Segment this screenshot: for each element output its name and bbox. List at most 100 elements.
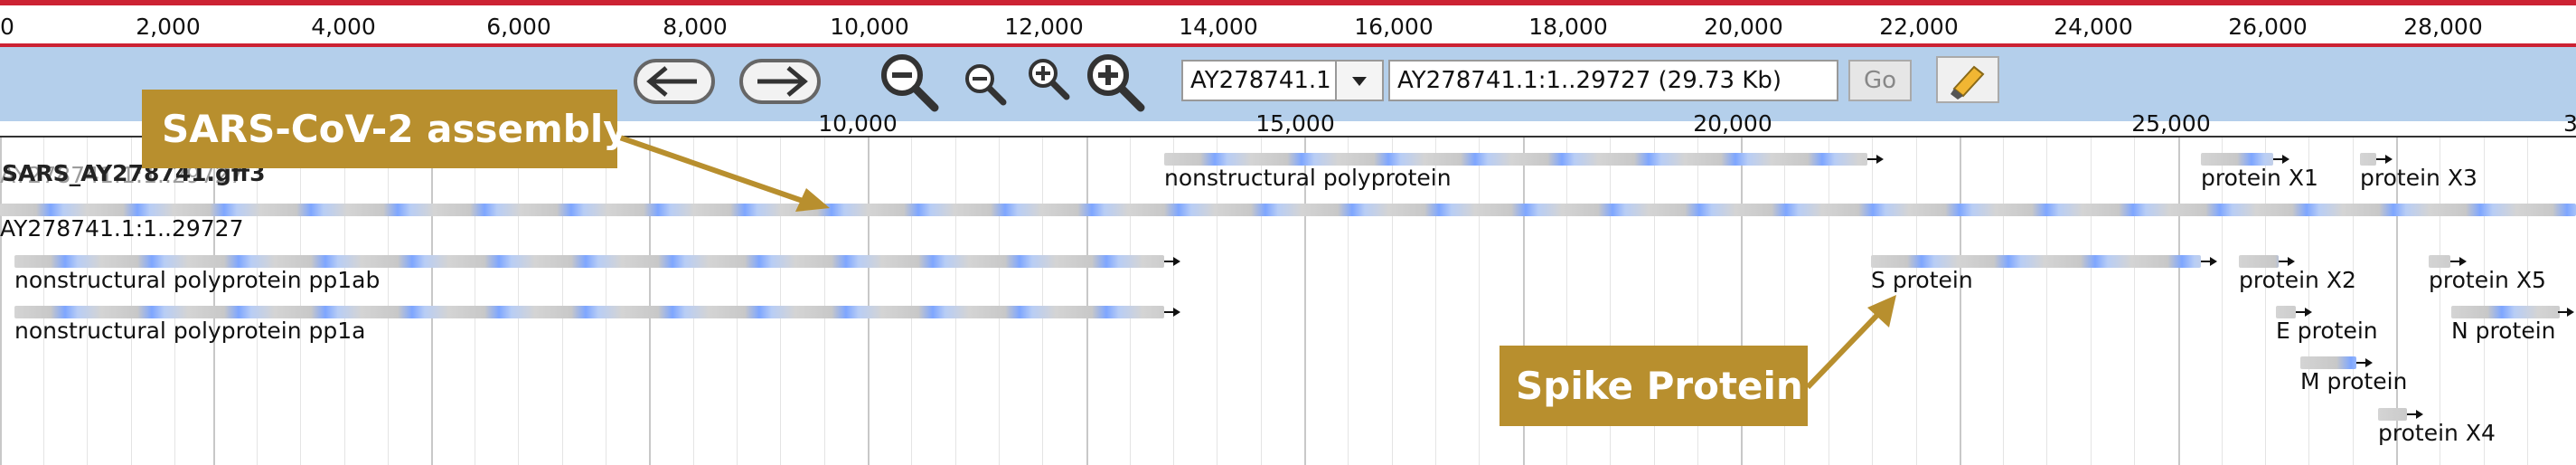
callout-spike-protein: Spike Protein <box>1500 346 1808 426</box>
overview-label: 28,000 <box>2403 14 2483 40</box>
feature-label: nonstructural polyprotein pp1a <box>14 318 366 344</box>
grid-line <box>1872 138 1873 465</box>
grid-line <box>87 138 88 465</box>
overview-label: 10,000 <box>830 14 909 40</box>
grid-line <box>431 138 433 465</box>
overview-label: 14,000 <box>1179 14 1258 40</box>
zoom-in-icon <box>1029 59 1070 100</box>
callout-arrow-line <box>1805 309 1883 390</box>
overview-label: 22,000 <box>1879 14 1959 40</box>
overview-label: 6,000 <box>486 14 551 40</box>
grid-line <box>1960 138 1961 465</box>
grid-line <box>2003 138 2004 465</box>
overview-label: 2,000 <box>136 14 201 40</box>
reference-dropdown-button[interactable] <box>1335 60 1384 101</box>
go-button[interactable]: Go <box>1848 60 1912 101</box>
arrow-left-icon <box>646 66 697 97</box>
location-input[interactable]: AY278741.1:1..29727 (29.73 Kb) <box>1388 60 1838 101</box>
pan-right-button[interactable] <box>739 59 821 104</box>
grid-line <box>1741 138 1743 465</box>
feature-n-protein[interactable] <box>2451 306 2560 318</box>
zoom-in-small-button[interactable] <box>1025 55 1072 106</box>
grid-line <box>1784 138 1785 465</box>
grid-line <box>955 138 956 465</box>
grid-line <box>1348 138 1349 465</box>
feature-m-protein[interactable] <box>2300 356 2356 369</box>
strand-arrow-icon <box>2296 308 2312 317</box>
grid-line <box>1086 138 1088 465</box>
grid-line <box>2091 138 2092 465</box>
feature-pp1a[interactable] <box>14 306 1164 318</box>
grid-line <box>213 138 215 465</box>
feature-label: nonstructural polyprotein <box>1164 165 1452 191</box>
feature-label: E protein <box>2276 318 2378 344</box>
feature-label: nonstructural polyprotein pp1ab <box>14 267 381 293</box>
overview-label: 16,000 <box>1354 14 1434 40</box>
detail-ruler-label: 25,000 <box>2131 110 2211 137</box>
feature-sequence-region[interactable] <box>0 204 2576 216</box>
zoom-out-large-button[interactable] <box>877 50 942 119</box>
feature-label: S protein <box>1871 267 1973 293</box>
overview-label: 4,000 <box>311 14 376 40</box>
feature-label: protein X3 <box>2360 165 2477 191</box>
feature-nonstructural-polyprotein[interactable] <box>1164 153 1867 166</box>
grid-line <box>911 138 912 465</box>
grid-line <box>2222 138 2223 465</box>
overview-label: 24,000 <box>2054 14 2133 40</box>
grid-line <box>2134 138 2135 465</box>
feature-protein-x3[interactable] <box>2360 153 2376 166</box>
grid-line <box>344 138 345 465</box>
grid-line <box>2353 138 2354 465</box>
grid-line <box>1435 138 1436 465</box>
zoom-in-large-button[interactable] <box>1083 50 1148 119</box>
detail-ruler-label: 15,000 <box>1255 110 1335 137</box>
grid-line <box>2178 138 2180 465</box>
highlighter-icon <box>1951 65 1985 100</box>
grid-line <box>780 138 781 465</box>
grid-line <box>1566 138 1567 465</box>
overview-label: 8,000 <box>663 14 728 40</box>
feature-label: AY278741.1:1..29727 <box>0 215 244 242</box>
strand-arrow-icon <box>1164 308 1180 317</box>
strand-arrow-icon <box>2356 358 2373 367</box>
arrow-right-icon <box>757 66 808 97</box>
grid-line <box>693 138 694 465</box>
strand-arrow-icon <box>1164 257 1180 266</box>
grid-line <box>868 138 870 465</box>
feature-protein-x1[interactable] <box>2201 153 2273 166</box>
grid-line <box>1916 138 1917 465</box>
zoom-out-icon <box>881 54 939 112</box>
grid-line <box>174 138 175 465</box>
feature-protein-x4[interactable] <box>2378 408 2407 421</box>
overview-label: 20,000 <box>1704 14 1783 40</box>
grid-line <box>999 138 1000 465</box>
feature-protein-x5[interactable] <box>2429 255 2450 268</box>
overview-ruler[interactable]: 0 2,000 4,000 6,000 8,000 10,000 12,000 … <box>0 0 2576 47</box>
zoom-out-small-button[interactable] <box>962 61 1009 111</box>
grid-line <box>131 138 132 465</box>
grid-line <box>2265 138 2266 465</box>
zoom-in-icon <box>1087 54 1145 112</box>
feature-protein-x2[interactable] <box>2239 255 2279 268</box>
feature-s-protein[interactable] <box>1871 255 2201 268</box>
detail-ruler-label: 20,000 <box>1693 110 1772 137</box>
feature-label: protein X5 <box>2429 267 2546 293</box>
grid-line <box>0 138 2 465</box>
reference-sequence-select[interactable]: AY278741.1 <box>1181 60 1337 101</box>
grid-line <box>2484 138 2485 465</box>
feature-e-protein[interactable] <box>2276 306 2296 318</box>
pan-left-button[interactable] <box>634 59 715 104</box>
callout-sars-cov-2-assembly: SARS-CoV-2 assembly <box>142 90 628 168</box>
feature-pp1ab[interactable] <box>14 255 1164 268</box>
highlight-button[interactable] <box>1936 56 1999 103</box>
grid-line <box>1654 138 1655 465</box>
grid-line <box>824 138 825 465</box>
grid-line <box>1523 138 1525 465</box>
overview-label: 26,000 <box>2228 14 2308 40</box>
zoom-out-icon <box>965 64 1007 106</box>
strand-arrow-icon <box>2273 155 2289 164</box>
grid-line <box>562 138 563 465</box>
feature-label: N protein <box>2451 318 2556 344</box>
grid-line <box>2396 138 2398 465</box>
chevron-down-icon <box>1352 77 1367 86</box>
